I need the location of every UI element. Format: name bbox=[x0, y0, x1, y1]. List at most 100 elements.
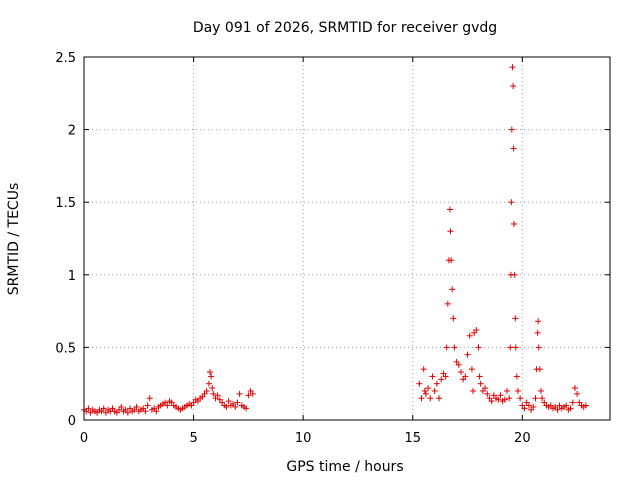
data-point bbox=[530, 403, 537, 410]
data-point bbox=[582, 402, 589, 409]
data-point bbox=[164, 402, 171, 409]
data-point bbox=[429, 373, 436, 380]
data-point bbox=[427, 395, 434, 402]
data-point bbox=[470, 387, 477, 394]
data-point bbox=[476, 373, 483, 380]
data-point bbox=[508, 126, 515, 133]
data-point bbox=[249, 390, 256, 397]
data-point bbox=[563, 402, 570, 409]
data-point bbox=[482, 385, 489, 392]
data-point bbox=[517, 395, 524, 402]
data-point bbox=[511, 271, 518, 278]
data-point bbox=[223, 403, 230, 410]
data-point bbox=[501, 396, 508, 403]
plot-frame bbox=[83, 56, 611, 421]
data-point bbox=[85, 405, 92, 412]
data-point bbox=[525, 402, 532, 409]
data-point bbox=[466, 332, 473, 339]
y-axis-label: SRMTID / TECUs bbox=[6, 183, 22, 296]
data-point bbox=[503, 387, 510, 394]
data-point bbox=[133, 403, 140, 410]
data-point bbox=[243, 405, 250, 412]
data-point bbox=[449, 286, 456, 293]
data-point bbox=[536, 366, 543, 373]
data-point bbox=[208, 373, 215, 380]
data-point bbox=[422, 390, 429, 397]
data-point bbox=[477, 380, 484, 387]
data-point bbox=[443, 344, 450, 351]
data-point bbox=[144, 402, 151, 409]
data-point bbox=[418, 395, 425, 402]
data-point bbox=[448, 257, 455, 264]
chart-title: Day 091 of 2026, SRMTID for receiver gvd… bbox=[193, 20, 497, 36]
data-point bbox=[207, 369, 214, 376]
data-point bbox=[210, 390, 217, 397]
x-tick-label: 5 bbox=[189, 431, 197, 446]
data-point bbox=[421, 387, 428, 394]
data-point bbox=[514, 387, 521, 394]
y-tick-label: 2 bbox=[68, 124, 76, 139]
data-point bbox=[535, 344, 542, 351]
data-point bbox=[447, 206, 454, 213]
data-point bbox=[534, 329, 541, 336]
data-point bbox=[433, 380, 440, 387]
y-tick-label: 1.5 bbox=[55, 196, 76, 211]
x-axis-label: GPS time / hours bbox=[286, 459, 403, 475]
data-point bbox=[512, 315, 519, 322]
x-tick-label: 10 bbox=[295, 431, 312, 446]
y-tick-label: 0.5 bbox=[55, 341, 76, 356]
data-point bbox=[203, 387, 210, 394]
data-point bbox=[214, 392, 221, 399]
data-point bbox=[462, 373, 469, 380]
data-point bbox=[497, 392, 504, 399]
data-point bbox=[457, 369, 464, 376]
grid-lines bbox=[84, 57, 610, 420]
x-tick-label: 15 bbox=[404, 431, 421, 446]
data-point bbox=[510, 83, 517, 90]
data-point bbox=[420, 366, 427, 373]
data-point bbox=[508, 199, 515, 206]
data-point bbox=[416, 380, 423, 387]
data-point bbox=[539, 395, 546, 402]
data-point bbox=[475, 344, 482, 351]
data-point bbox=[571, 385, 578, 392]
data-point bbox=[511, 220, 518, 227]
axis-ticks: 0 5 10 15 20 0 0.5 1 1.5 2 2.5 bbox=[55, 51, 610, 446]
data-point bbox=[521, 405, 528, 412]
data-point bbox=[450, 315, 457, 322]
data-point bbox=[236, 390, 243, 397]
data-point bbox=[537, 387, 544, 394]
data-point bbox=[468, 366, 475, 373]
data-point bbox=[554, 406, 561, 413]
data-point bbox=[209, 385, 216, 392]
data-point bbox=[512, 344, 519, 351]
y-tick-label: 0 bbox=[68, 414, 76, 429]
data-point bbox=[464, 351, 471, 358]
data-point bbox=[153, 408, 160, 415]
data-point bbox=[234, 399, 241, 406]
data-point bbox=[205, 380, 212, 387]
data-point bbox=[451, 344, 458, 351]
data-point bbox=[146, 395, 153, 402]
data-point bbox=[488, 398, 495, 405]
data-point bbox=[535, 318, 542, 325]
data-point bbox=[442, 373, 449, 380]
data-point bbox=[495, 396, 502, 403]
data-markers bbox=[81, 64, 589, 416]
data-point bbox=[569, 399, 576, 406]
data-point bbox=[436, 395, 443, 402]
data-point bbox=[447, 228, 454, 235]
y-tick-label: 1 bbox=[68, 269, 76, 284]
data-point bbox=[232, 403, 239, 410]
data-point bbox=[142, 408, 149, 415]
data-point bbox=[513, 373, 520, 380]
data-point bbox=[574, 390, 581, 397]
data-point bbox=[532, 395, 539, 402]
x-tick-label: 0 bbox=[80, 431, 88, 446]
data-point bbox=[455, 361, 462, 368]
data-point bbox=[225, 398, 232, 405]
data-point bbox=[473, 326, 480, 333]
data-point bbox=[484, 390, 491, 397]
data-point bbox=[118, 403, 125, 410]
